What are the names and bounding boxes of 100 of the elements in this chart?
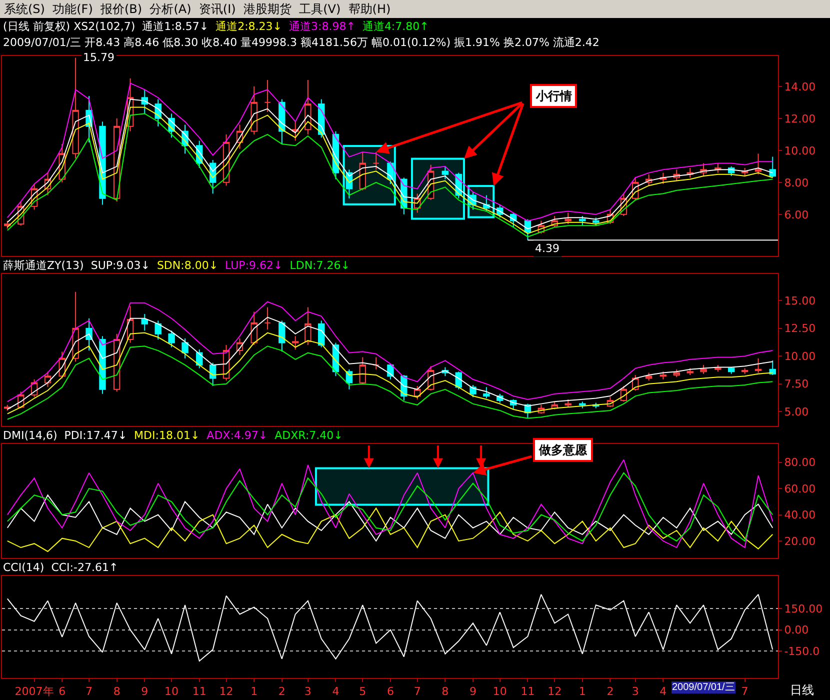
text: PDI:17.47↓ — [64, 429, 128, 442]
y-tick-label: 7.50 — [784, 378, 809, 391]
y-tick-label: 60.00 — [784, 482, 816, 496]
text: MDI:18.01↓ — [134, 429, 200, 442]
x-tick-label: 9 — [469, 685, 476, 698]
text: LDN:7.26↓ — [290, 259, 350, 272]
x-tick-label: 5 — [359, 685, 366, 698]
y-tick-label: 12.00 — [784, 112, 816, 126]
x-tick-label: 10 — [492, 685, 507, 698]
x-tick-label: 3 — [304, 685, 312, 698]
text: SUP:9.03↓ — [90, 259, 150, 272]
candlestick — [141, 89, 148, 114]
candlestick — [769, 156, 776, 178]
line-series — [6, 508, 774, 552]
candlestick — [292, 336, 299, 350]
candlestick — [470, 384, 476, 398]
candlestick — [304, 306, 312, 346]
text: LUP:9.62↓ — [225, 259, 283, 272]
candlestick — [564, 398, 572, 408]
x-tick-label: 7 — [741, 685, 748, 698]
x-tick-label: 10 — [164, 685, 179, 698]
y-tick-label: 20.00 — [784, 534, 816, 548]
y-tick-label: 6.00 — [784, 208, 809, 222]
x-tick-label: 4 — [660, 685, 667, 698]
y-tick-label: 14.00 — [784, 80, 816, 94]
x-tick-label: 3 — [632, 685, 639, 698]
line-series — [6, 316, 774, 410]
x-tick-label: 6 — [386, 685, 394, 698]
text: ADX:4.97↓ — [206, 429, 268, 442]
x-tick-label: 12 — [548, 685, 562, 698]
y-tick-label: 5.00 — [784, 405, 809, 418]
x-tick-label: 11 — [192, 685, 206, 698]
y-tick-label: -150.0 — [784, 644, 820, 658]
candlestick — [141, 313, 148, 332]
candlestick — [483, 386, 490, 399]
candlestick — [304, 80, 312, 135]
y-tick-label: 150.00 — [784, 602, 823, 616]
candlestick — [154, 320, 162, 340]
candlestick — [754, 358, 762, 374]
text: 通道2:8.23↓ — [216, 20, 282, 33]
candlestick — [359, 356, 366, 384]
candlestick — [372, 152, 380, 170]
x-tick-label: 2 — [606, 685, 614, 698]
y-tick-label: 8.00 — [784, 176, 809, 190]
candlestick — [564, 212, 572, 224]
chart-title: CCI(14) — [3, 561, 44, 574]
annotation: 小行情 — [535, 89, 572, 103]
annotation: 15.79 — [83, 51, 114, 64]
text: 2009/07/01/三 开8.43 高8.46 低8.30 收8.40 量49998.3 额4181.56万 幅0.01(0.12%) 振1.91% 换2.07% 流通2.42 — [3, 36, 600, 49]
y-tick-label: 10.00 — [784, 144, 816, 158]
candlestick — [264, 80, 271, 112]
x-tick-label: 1 — [250, 685, 258, 698]
text: SDN:8.00↓ — [156, 259, 218, 272]
line-series — [6, 332, 774, 414]
candlestick — [372, 356, 380, 370]
line-series — [6, 494, 774, 542]
x-tick-label: 6 — [58, 685, 66, 698]
line-series — [6, 301, 774, 402]
x-tick-label: 7 — [414, 685, 421, 698]
text: 日线 — [790, 683, 814, 697]
line-series — [6, 346, 774, 420]
candlestick — [250, 86, 258, 135]
text: 2009/07/01/三 — [672, 682, 735, 693]
candlestick — [442, 166, 449, 180]
y-tick-label: 12.50 — [784, 322, 816, 336]
candlestick — [579, 216, 586, 226]
text: 通道4:7.80↑ — [362, 20, 429, 33]
line-series — [6, 459, 774, 548]
annotation: 4.39 — [535, 242, 560, 255]
x-tick-label: 4 — [332, 685, 340, 698]
x-tick-label: 2 — [278, 685, 286, 698]
chart-title: DMI(14,6) — [3, 429, 58, 442]
text: 系统(S) 功能(F) 报价(B) 分析(A) 资讯(I) 港股期货 工具(V) 帮助(H) — [0, 0, 830, 18]
candlestick — [579, 401, 586, 409]
candlestick — [264, 306, 271, 330]
x-tick-label: 1 — [578, 685, 586, 698]
candlestick — [278, 320, 286, 352]
text: ADXR:7.40↓ — [274, 429, 343, 442]
y-tick-label: 40.00 — [784, 508, 816, 522]
line-series — [6, 472, 774, 542]
y-tick-label: 0.00 — [784, 624, 809, 637]
chart-title: (日线 前复权) XS2(102,7) — [3, 20, 136, 33]
candlestick — [72, 57, 79, 159]
text: 通道3:8.98↑ — [289, 20, 356, 33]
x-tick-label: 8 — [113, 685, 120, 698]
candlestick — [86, 318, 92, 352]
x-tick-label: 2007年 — [14, 685, 54, 698]
x-tick-label: 9 — [141, 685, 148, 698]
candlestick — [182, 338, 188, 359]
candlestick — [754, 153, 762, 175]
text: CCI:-27.61↑ — [51, 561, 118, 574]
candlestick — [168, 330, 175, 348]
y-tick-label: 15.00 — [784, 294, 816, 308]
candlestick — [741, 368, 748, 374]
x-tick-label: 12 — [219, 685, 234, 698]
chart-title: 薛斯通道ZY(13) — [3, 259, 84, 272]
candlestick — [250, 311, 258, 346]
x-tick-label: 7 — [86, 685, 93, 698]
y-tick-label: 80.00 — [784, 456, 816, 470]
line-series — [6, 594, 774, 662]
